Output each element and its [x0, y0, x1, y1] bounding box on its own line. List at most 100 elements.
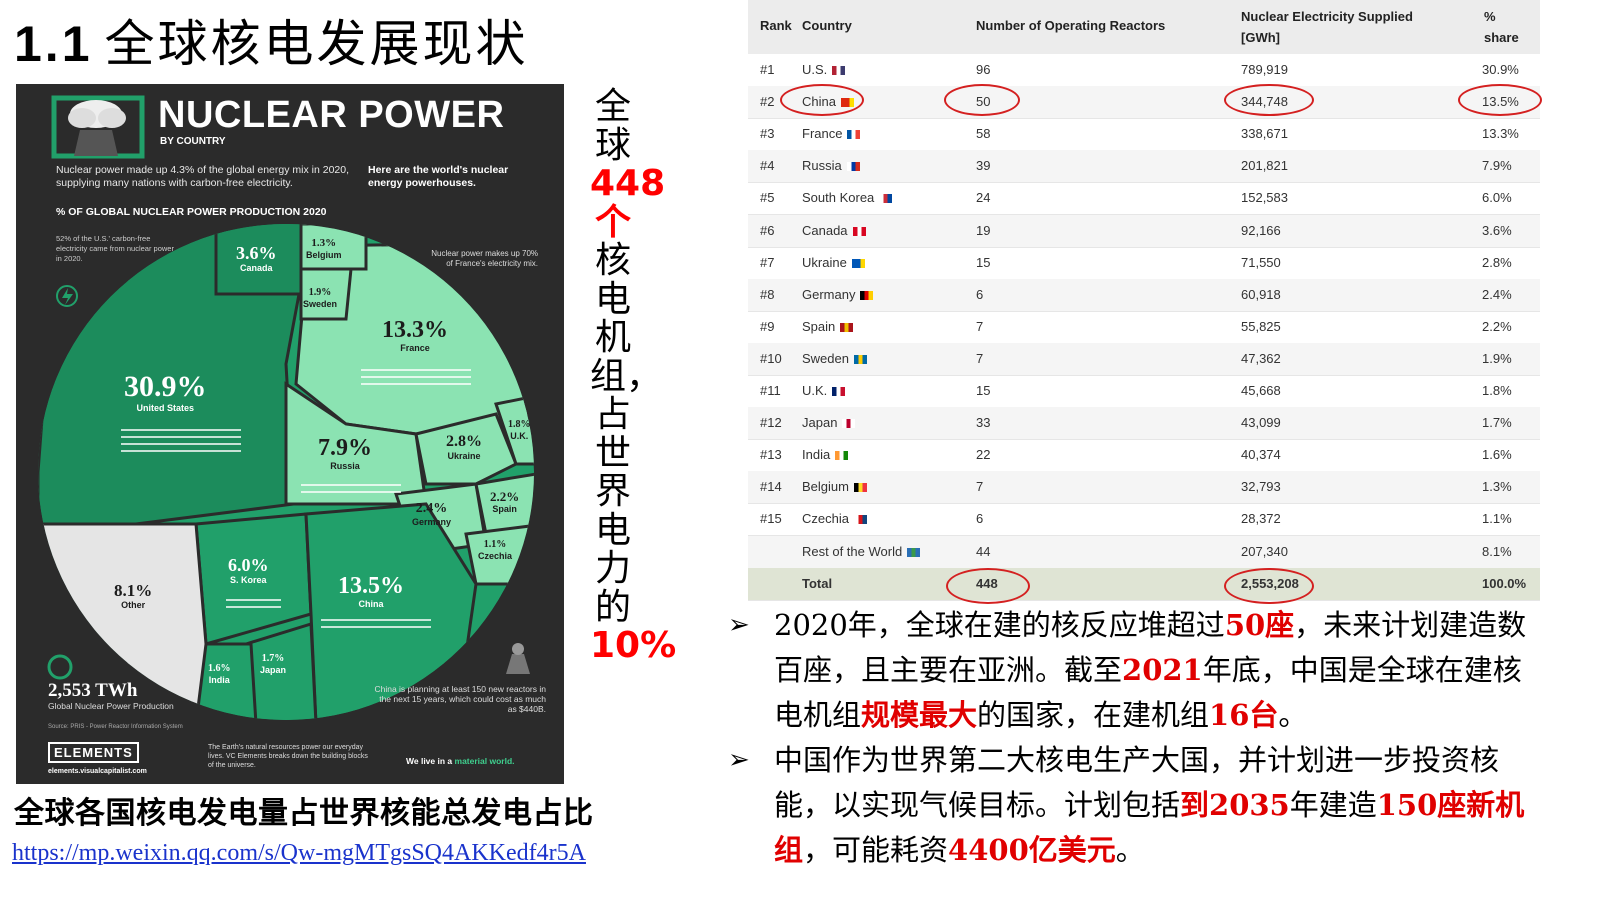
label-uk: 1.8% U.K. — [508, 420, 531, 441]
flag-icon — [907, 547, 921, 557]
label-name: Other — [121, 600, 146, 610]
flag-icon — [852, 226, 866, 236]
label-ukraine: 2.8% Ukraine — [446, 434, 482, 461]
country-name: Czechia — [802, 511, 849, 527]
country-name: France — [802, 126, 843, 142]
table-row: #12 Japan 33 43,099 1.7% — [748, 407, 1540, 441]
label-name: U.K. — [510, 431, 529, 441]
cell-gwh: 40,374 — [1241, 447, 1281, 463]
label-spain: 2.2% Spain — [490, 490, 519, 514]
b1-highlight2: 2021 — [1122, 653, 1203, 687]
cell-share: 1.7% — [1482, 415, 1512, 431]
cell-gwh: 201,821 — [1241, 158, 1288, 174]
cell-share: 30.9% — [1482, 62, 1519, 77]
cell-share: 1.6% — [1482, 447, 1512, 463]
cell-gwh: 47,362 — [1241, 350, 1281, 366]
slide-title-text: 全球核电发展现状 — [104, 15, 529, 73]
cell-share: 1.9% — [1482, 350, 1512, 366]
slide-title: 1.1 全球核电发展现状 — [14, 4, 529, 76]
b1-text3: 年底，中国是全球在建核电机组 — [774, 653, 1522, 732]
label-value: 1.1% — [483, 539, 507, 550]
france-note: Nuclear power makes up 70% of France's e… — [431, 249, 538, 268]
header-country: Country — [802, 18, 852, 33]
cell-share: 2.4% — [1482, 286, 1512, 302]
country-name: Canada — [802, 222, 848, 238]
cell-rank: #3 — [760, 126, 775, 142]
cell-reactors: 6 — [976, 511, 984, 527]
country-name: India — [802, 447, 831, 463]
table-row: #15 Czechia 6 28,372 1.1% — [748, 503, 1540, 537]
label-india: 1.6% India — [208, 664, 231, 685]
cell-rank: #13 — [760, 447, 782, 463]
label-name: Ukraine — [447, 451, 481, 461]
cell-reactors: 22 — [976, 447, 991, 463]
table-header: Rank Country Number of Operating Reactor… — [748, 0, 1540, 54]
cell-reactors: 33 — [976, 415, 991, 431]
table-row: #13 India 22 40,374 1.6% — [748, 439, 1540, 473]
b1-text2: ，未来计划建造数百座，且主要在亚洲。截至 — [774, 608, 1527, 687]
cell-country: Canada — [802, 223, 866, 238]
nuclear-power-infographic: NUCLEAR POWER BY COUNTRY Nuclear power m… — [16, 84, 564, 784]
cell-reactors: 6 — [976, 286, 984, 302]
table-row: #8 Germany 6 60,918 2.4% — [748, 278, 1540, 312]
label-name: France — [400, 343, 430, 353]
cell-reactors: 7 — [976, 318, 984, 334]
cell-reactors: 50 — [976, 94, 991, 110]
cell-rank: #4 — [760, 158, 775, 174]
table-total-row: Total 448 2,553,208 100.0% — [748, 568, 1540, 601]
cell-reactors: 7 — [976, 479, 984, 495]
vcaption-percent: 10% — [590, 625, 677, 666]
country-name: Sweden — [802, 350, 849, 366]
elements-url: elements.visualcapitalist.com — [48, 768, 147, 775]
cell-share: 13.5% — [1482, 94, 1519, 110]
country-name: China — [802, 94, 836, 110]
country-name: Ukraine — [802, 254, 847, 270]
label-germany: 2.4% Germany — [412, 502, 451, 527]
cell-rank: #7 — [760, 254, 775, 270]
label-other: 8.1% Other — [114, 582, 152, 610]
label-belgium: 1.3% Belgium — [306, 238, 342, 260]
label-russia: 7.9% Russia — [318, 436, 372, 471]
vcaption-part2: 核电机组，占世界电力的 — [590, 240, 663, 628]
bullet-1: ➢ 2020年，全球在建的核反应堆超过50座，未来计划建造数百座，且主要在亚洲。截… — [728, 603, 1548, 738]
poster-title: NUCLEAR POWER — [158, 94, 505, 136]
table-row: #2 China 50 344,748 13.5% — [748, 86, 1540, 120]
cell-gwh: 55,825 — [1241, 318, 1281, 334]
source-link[interactable]: https://mp.weixin.qq.com/s/Qw-mgMTgsSQ4A… — [12, 840, 586, 866]
flag-icon — [879, 194, 893, 204]
cell-country: U.S. — [802, 62, 846, 77]
reactor-table: Rank Country Number of Operating Reactor… — [748, 0, 1542, 604]
table-row: #11 U.K. 15 45,668 1.8% — [748, 375, 1540, 408]
country-name: Rest of the World — [802, 543, 903, 559]
flag-icon — [851, 258, 865, 268]
cell-gwh: 338,671 — [1241, 126, 1288, 142]
b2-highlight3: 4400亿美元 — [948, 833, 1116, 867]
poster-intro-right: Here are the world's nuclear energy powe… — [368, 164, 509, 189]
cell-country: South Korea — [802, 190, 893, 205]
table-row: #3 France 58 338,671 13.3% — [748, 118, 1540, 152]
flag-icon — [842, 419, 856, 429]
flag-icon — [832, 66, 846, 75]
table-row: #5 South Korea 24 152,583 6.0% — [748, 182, 1540, 216]
cell-gwh: 344,748 — [1241, 94, 1288, 110]
cell-share: 1.8% — [1482, 383, 1512, 398]
cell-country: Japan — [802, 415, 856, 430]
cell-rank: #14 — [760, 479, 782, 495]
cell-ukraine — [414, 412, 518, 486]
cell-rank: #1 — [760, 62, 775, 77]
label-name: Russia — [330, 461, 360, 471]
header-share: % share — [1484, 9, 1519, 45]
cell-country: Sweden — [802, 351, 867, 366]
table-row: #6 Canada 19 92,166 3.6% — [748, 214, 1540, 248]
flag-icon — [840, 322, 854, 332]
label-name: Sweden — [303, 299, 338, 309]
table-row: #1 U.S. 96 789,919 30.9% — [748, 54, 1540, 87]
cell-gwh: 789,919 — [1241, 62, 1288, 77]
vertical-caption: 全球448个核电机组，占世界电力的10% — [590, 87, 676, 666]
table-row: #4 Russia 39 201,821 7.9% — [748, 150, 1540, 184]
b2-text1: 中国作为世界第二大核电生产大国，并计划进一步投资核能，以实现气候目标。计划包括 — [774, 743, 1500, 822]
label-japan: 1.7% Japan — [260, 654, 286, 675]
reactor-icon — [506, 643, 530, 674]
cell-reactors: 15 — [976, 254, 991, 270]
cell-rank: #11 — [760, 383, 781, 398]
